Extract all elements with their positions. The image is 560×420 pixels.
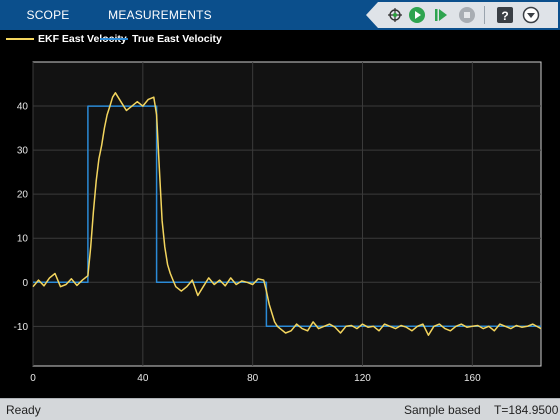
toolbar-separator bbox=[484, 6, 485, 24]
undock-icon[interactable] bbox=[522, 6, 540, 24]
run-icon[interactable] bbox=[408, 6, 426, 24]
legend-item-ekf[interactable]: EKF East Velocity bbox=[6, 30, 127, 48]
legend-label-true: True East Velocity bbox=[132, 33, 222, 45]
y-tick-label: 30 bbox=[17, 146, 29, 157]
status-mode: Sample based bbox=[404, 403, 481, 417]
svg-text:?: ? bbox=[501, 9, 508, 23]
y-tick-label: -10 bbox=[14, 322, 29, 333]
stop-icon[interactable] bbox=[458, 6, 476, 24]
y-tick-label: 0 bbox=[22, 278, 28, 289]
legend: EKF East Velocity True East Velocity bbox=[0, 30, 560, 48]
series-true-east-velocity bbox=[33, 105, 541, 328]
x-tick-label: 80 bbox=[247, 373, 259, 384]
plot-area[interactable]: 0 40 80 120 160 -10 0 10 20 30 40 bbox=[0, 48, 560, 398]
help-icon[interactable]: ? bbox=[496, 6, 514, 24]
status-time: T=184.9500 bbox=[494, 403, 559, 417]
tab-scope[interactable]: SCOPE bbox=[26, 8, 70, 22]
y-tick-label: 40 bbox=[17, 102, 29, 113]
signal-select-icon[interactable] bbox=[386, 6, 404, 24]
toolbar: ? bbox=[366, 2, 558, 28]
axes-background bbox=[32, 61, 542, 367]
series-ekf-east-velocity bbox=[32, 92, 542, 336]
y-tick-label: 10 bbox=[17, 234, 29, 245]
legend-swatch-ekf bbox=[6, 38, 34, 40]
x-tick-label: 160 bbox=[464, 373, 481, 384]
legend-swatch-true bbox=[100, 38, 128, 40]
x-tick-label: 0 bbox=[30, 373, 36, 384]
x-tick-label: 40 bbox=[137, 373, 149, 384]
status-bar: Ready Sample based T=184.9500 bbox=[0, 398, 560, 420]
y-tick-label: 20 bbox=[17, 190, 29, 201]
tab-measurements[interactable]: MEASUREMENTS bbox=[108, 8, 212, 22]
legend-label-ekf: EKF East Velocity bbox=[38, 33, 127, 45]
x-tick-label: 120 bbox=[354, 373, 371, 384]
step-forward-icon[interactable] bbox=[432, 6, 450, 24]
legend-item-true[interactable]: True East Velocity bbox=[100, 30, 222, 48]
status-ready: Ready bbox=[6, 403, 41, 417]
toolstrip: SCOPE MEASUREMENTS bbox=[0, 0, 560, 30]
